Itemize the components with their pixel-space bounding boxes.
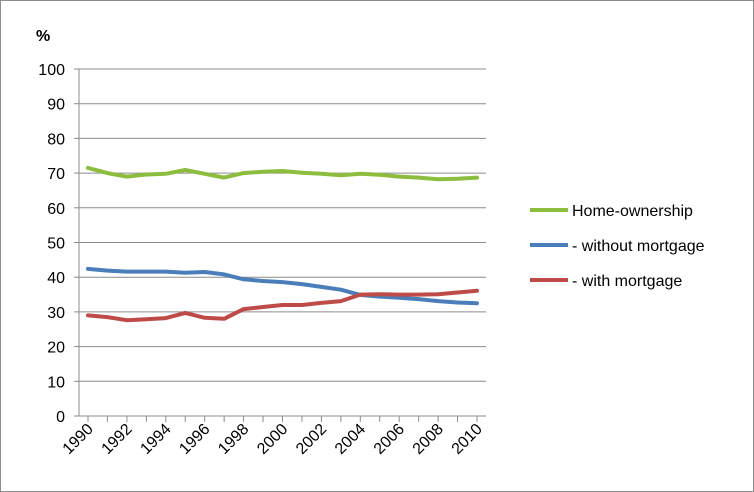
legend-label: - with mortgage: [572, 273, 682, 290]
x-tick-label: 1990: [60, 421, 97, 458]
y-tick-label: 80: [47, 131, 65, 148]
y-tick-label: 10: [47, 374, 65, 391]
y-axis-label: %: [36, 28, 50, 45]
x-tick-label: 1992: [99, 421, 136, 458]
legend-label: Home-ownership: [572, 203, 693, 220]
series-line-1: [86, 266, 479, 306]
legend-label: - without mortgage: [572, 238, 705, 255]
x-tick-label: 2002: [293, 421, 330, 458]
x-tick-label: 1998: [215, 421, 252, 458]
series-line-0: [86, 165, 479, 182]
x-tick-label: 2008: [410, 421, 447, 458]
y-tick-label: 50: [47, 236, 65, 253]
y-tick-label: 60: [47, 201, 65, 218]
x-tick-label: 2004: [332, 421, 369, 458]
axes: [78, 69, 486, 422]
y-tick-label: 100: [38, 62, 65, 79]
x-tick-label: 1996: [176, 421, 213, 458]
y-tick-label: 0: [56, 409, 65, 426]
x-tick-label: 2006: [371, 421, 408, 458]
x-tick-label: 2000: [254, 421, 291, 458]
y-tick-label: 30: [47, 305, 65, 322]
y-tick-label: 20: [47, 340, 65, 357]
x-tick-labels: 1990 1992 1994 1996 1998 2000 2002 2004 2006 2008…: [60, 421, 486, 458]
y-tick-labels: 0 10 20 30 40 50 60 70 80 90 100: [38, 62, 65, 426]
y-tick-label: 70: [47, 166, 65, 183]
y-tick-label: 40: [47, 270, 65, 287]
x-tick-label: 2010: [449, 421, 486, 458]
series-line-2: [86, 288, 479, 323]
y-tick-label: 90: [47, 97, 65, 114]
gridlines: [74, 68, 486, 417]
legend: Home-ownership - without mortgage - with m…: [530, 203, 705, 290]
x-tick-label: 1994: [137, 421, 174, 458]
series-lines: [86, 165, 479, 323]
